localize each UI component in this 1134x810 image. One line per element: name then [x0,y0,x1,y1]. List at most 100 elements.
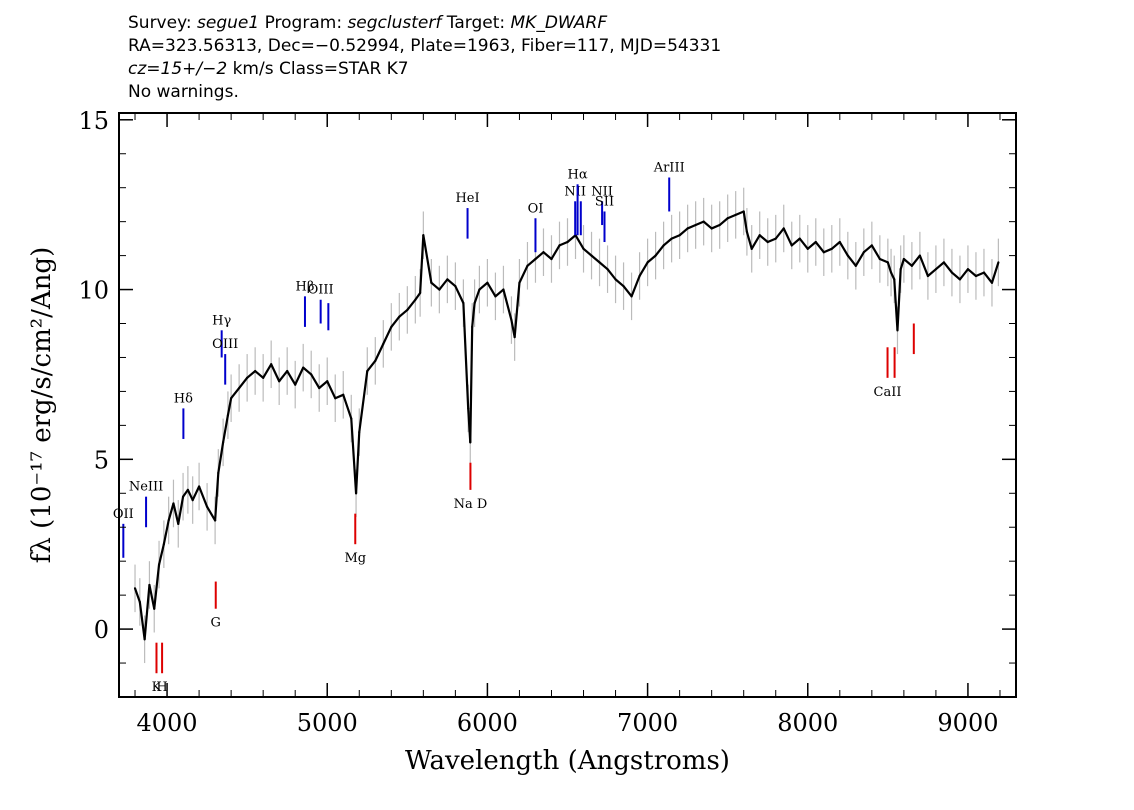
flux-segment [471,302,476,329]
flux-segment [662,237,673,247]
header-line-survey: Survey: segue1 Program: segclusterf Targ… [128,12,721,35]
flux-segment [366,359,377,373]
flux-segment [902,257,913,267]
error-band [134,187,999,664]
flux-segment [926,268,938,278]
x-tick-label: 7000 [617,709,678,737]
redshift-value: cz=15+/−2 [128,59,228,79]
flux-segment [806,240,817,250]
flux-segment [133,587,141,604]
flux-segment [774,227,785,240]
flux-segment [177,495,185,525]
flux-segment [382,325,393,345]
spectrum-header: Survey: segue1 Program: segclusterf Targ… [128,12,721,104]
y-tick-label: 10 [78,277,109,305]
flux-segment [502,288,513,322]
flux-segment [838,240,849,257]
flux-series [133,210,1000,641]
line-label: OIII [308,283,334,298]
flux-segment [566,234,577,244]
flux-segment [798,237,809,250]
flux-segment [486,281,497,298]
flux-segment [217,441,225,475]
flux-segment [758,234,769,244]
flux-segment [886,261,893,274]
flux-segment [374,342,385,362]
class-value: km/s Class=STAR K7 [227,59,409,79]
line-label: OI [528,201,544,216]
flux-segment [910,254,921,267]
flux-segment [542,251,553,261]
line-label: Mg [344,551,366,566]
flux-segment [334,393,345,400]
flux-segment [157,543,165,566]
flux-segment [534,251,545,261]
y-tick-label: 0 [94,616,109,644]
x-axis-title: Wavelength (Angstroms) [405,746,730,776]
flux-segment [226,397,233,417]
flux-segment [934,261,946,271]
flux-segment [478,281,489,291]
flux-segment [186,488,194,502]
y-axis-title: fλ (10⁻¹⁷ erg/s/cm²/Ang) [27,247,57,563]
flux-segment [526,257,537,267]
line-label: K [152,680,162,695]
flux-segment [670,234,681,240]
flux-segment [419,234,425,295]
line-label: NII [591,184,613,199]
flux-segment [390,315,401,329]
flux-segment [766,237,777,244]
flux-segment [222,414,230,444]
flux-segment [318,380,329,390]
line-label: SII [595,194,614,209]
flux-segment [310,373,321,390]
flux-segment [358,369,369,434]
flux-segment [246,369,257,379]
flux-segment [302,366,313,376]
flux-segment [982,271,994,284]
flux-segment [710,223,721,230]
flux-segment [582,247,593,257]
flux-segment [238,376,249,390]
flux-segment [462,302,470,410]
flux-segment [718,217,729,227]
flux-segment [230,386,241,400]
flux-segment [278,369,289,383]
line-label: HeI [455,191,479,206]
flux-segment [167,502,175,522]
y-tick-label: 15 [78,107,109,135]
flux-segment [606,268,617,281]
flux-segment [630,274,641,298]
flux-segment [469,325,474,444]
flux-segment [814,240,825,254]
flux-segment [550,244,561,261]
survey-label: Survey: [128,13,198,33]
flux-segment [598,261,609,271]
header-line-coordinates: RA=323.56313, Dec=−0.52994, Plate=1963, … [128,36,722,56]
flux-segment [745,230,753,250]
flux-segment [342,393,353,420]
flux-segment [918,254,930,278]
flux-segment [590,254,601,264]
flux-segment [262,363,273,379]
target-value: MK_DWARF [510,13,608,33]
flux-segment [742,210,749,233]
flux-segment [422,234,433,284]
x-tick-label: 4000 [137,709,198,737]
header-line-warnings: No warnings. [128,82,239,102]
flux-segment [950,271,962,281]
flux-segment [790,237,801,247]
line-label: G [211,616,221,631]
x-tick-label: 5000 [297,709,358,737]
flux-segment [726,213,737,220]
program-value: segclusterf [347,13,442,33]
flux-segment [889,271,896,281]
flux-segment [896,268,902,332]
line-label: Hα [568,167,588,182]
flux-segment [138,600,146,641]
x-tick-label: 8000 [777,709,838,737]
flux-segment [438,278,449,291]
flux-segment [143,583,151,641]
flux-segment [830,240,841,250]
flux-segment [454,285,465,305]
